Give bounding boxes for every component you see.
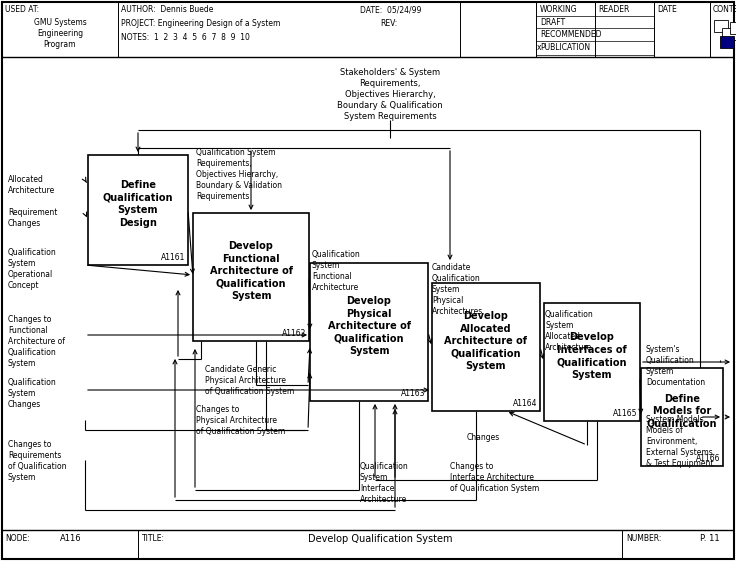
Text: DATE:  05/24/99: DATE: 05/24/99 bbox=[360, 5, 422, 14]
Text: Candidate Generic
Physical Architecture
of Qualification System: Candidate Generic Physical Architecture … bbox=[205, 365, 294, 396]
Text: NOTES:  1  2  3  4  5  6  7  8  9  10: NOTES: 1 2 3 4 5 6 7 8 9 10 bbox=[121, 33, 250, 42]
Text: System's
Qualification
System
Documentation: System's Qualification System Documentat… bbox=[646, 345, 705, 387]
Bar bbox=[641, 368, 723, 466]
Bar bbox=[714, 20, 728, 32]
Text: Changes: Changes bbox=[467, 433, 500, 442]
Text: WORKING: WORKING bbox=[540, 5, 578, 14]
Text: Define
Qualification
System
Design: Define Qualification System Design bbox=[103, 181, 173, 228]
Text: A1164: A1164 bbox=[512, 399, 537, 408]
Text: Develop
Physical
Architecture of
Qualification
System: Develop Physical Architecture of Qualifi… bbox=[328, 296, 411, 356]
Bar bbox=[310, 263, 428, 401]
Text: Changes to
Functional
Architecture of
Qualification
System: Changes to Functional Architecture of Qu… bbox=[8, 315, 65, 369]
Bar bbox=[432, 283, 540, 411]
Text: Qualification
System
Functional
Architecture: Qualification System Functional Architec… bbox=[312, 250, 361, 292]
Text: Develop Qualification System: Develop Qualification System bbox=[308, 534, 452, 544]
Text: DATE: DATE bbox=[657, 5, 676, 14]
Text: DRAFT: DRAFT bbox=[540, 18, 565, 27]
Text: GMU Systems
Engineering
Program: GMU Systems Engineering Program bbox=[34, 18, 86, 49]
Text: Stakeholders' & System
Requirements,
Objectives Hierarchy,
Boundary & Qualificat: Stakeholders' & System Requirements, Obj… bbox=[337, 68, 443, 121]
Text: PUBLICATION: PUBLICATION bbox=[540, 43, 590, 52]
Text: x: x bbox=[537, 43, 542, 52]
Text: Changes to
Interface Architecture
of Qualification System: Changes to Interface Architecture of Qua… bbox=[450, 462, 539, 493]
Bar bbox=[88, 155, 188, 265]
Text: A1165: A1165 bbox=[612, 409, 637, 418]
Text: READER: READER bbox=[598, 5, 629, 14]
Text: RECOMMENDED: RECOMMENDED bbox=[540, 30, 601, 39]
Text: Qualification System
Requirements,
Objectives Hierarchy,
Boundary & Validation
R: Qualification System Requirements, Objec… bbox=[196, 148, 282, 201]
Text: P. 11: P. 11 bbox=[701, 534, 720, 543]
Text: Qualification
System
Interface
Architecture: Qualification System Interface Architect… bbox=[360, 462, 408, 504]
Text: Qualification
System
Allocated
Architecture: Qualification System Allocated Architect… bbox=[545, 310, 594, 352]
Text: Develop
Interfaces of
Qualification
System: Develop Interfaces of Qualification Syst… bbox=[556, 333, 627, 380]
Text: Requirement
Changes: Requirement Changes bbox=[8, 208, 57, 228]
Text: AUTHOR:  Dennis Buede: AUTHOR: Dennis Buede bbox=[121, 5, 213, 14]
Bar bbox=[544, 303, 640, 421]
Text: A1161: A1161 bbox=[160, 253, 185, 262]
Text: NODE:: NODE: bbox=[5, 534, 29, 543]
Text: Candidate
Qualification
System
Physical
Architectures: Candidate Qualification System Physical … bbox=[432, 263, 484, 316]
Text: Changes to
Physical Architecture
of Qualification System: Changes to Physical Architecture of Qual… bbox=[196, 405, 286, 436]
Text: Develop
Functional
Architecture of
Qualification
System: Develop Functional Architecture of Quali… bbox=[210, 241, 292, 301]
Text: USED AT:: USED AT: bbox=[5, 5, 39, 14]
Text: NUMBER:: NUMBER: bbox=[626, 534, 662, 543]
Text: Qualification
System
Operational
Concept: Qualification System Operational Concept bbox=[8, 248, 57, 290]
Bar bbox=[722, 28, 736, 40]
Text: A1163: A1163 bbox=[400, 389, 425, 398]
Text: A1162: A1162 bbox=[282, 329, 306, 338]
Text: A1166: A1166 bbox=[696, 454, 720, 463]
Text: TITLE:: TITLE: bbox=[142, 534, 165, 543]
Text: CONTEXT:: CONTEXT: bbox=[713, 5, 736, 14]
Text: REV:: REV: bbox=[380, 19, 397, 28]
Bar bbox=[193, 213, 309, 341]
Text: Changes to
Requirements
of Qualification
System: Changes to Requirements of Qualification… bbox=[8, 440, 66, 482]
Bar bbox=[730, 22, 736, 34]
Text: Qualification
System
Changes: Qualification System Changes bbox=[8, 378, 57, 409]
Text: Define
Models for
Qualification: Define Models for Qualification bbox=[647, 394, 718, 429]
Bar bbox=[720, 36, 734, 48]
Text: Develop
Allocated
Architecture of
Qualification
System: Develop Allocated Architecture of Qualif… bbox=[445, 311, 528, 371]
Text: A116: A116 bbox=[60, 534, 82, 543]
Text: System Models,
Models of
Environment,
External Systems,
& Test Equipment: System Models, Models of Environment, Ex… bbox=[646, 415, 715, 468]
Text: Allocated
Architecture: Allocated Architecture bbox=[8, 175, 55, 195]
Text: PROJECT: Engineering Design of a System: PROJECT: Engineering Design of a System bbox=[121, 19, 280, 28]
